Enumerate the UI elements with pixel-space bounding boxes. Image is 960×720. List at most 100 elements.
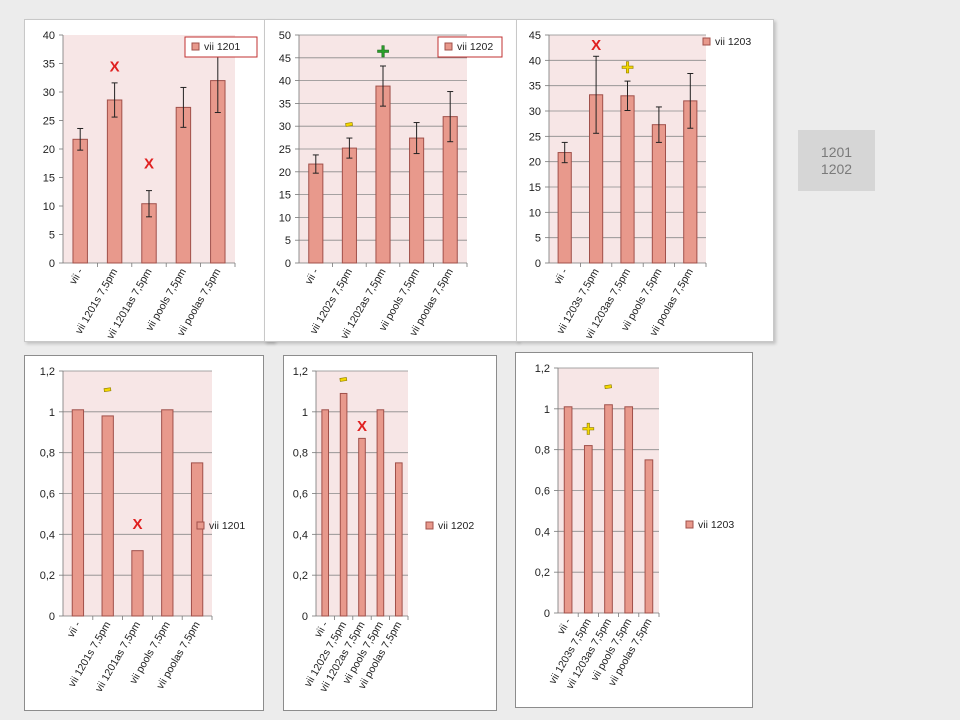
y-tick-label: 45 xyxy=(529,30,541,42)
bar xyxy=(131,550,144,617)
x-tick-label: vii - xyxy=(555,616,574,637)
bar xyxy=(583,445,593,614)
y-tick-label: 15 xyxy=(529,182,541,194)
annotation-mark-2: X xyxy=(144,155,154,172)
bar xyxy=(339,392,348,617)
y-tick-label: 0,2 xyxy=(40,570,55,582)
y-tick-label: 30 xyxy=(279,121,291,133)
bar xyxy=(341,147,357,264)
bar xyxy=(190,462,204,617)
bar xyxy=(604,404,613,614)
chart-panel-4: 0 0,2 0,4 0,6 0,8 1 1,2 vii - vii 1201s 7,5pm vii… xyxy=(24,355,264,711)
bar xyxy=(101,415,114,617)
y-tick-label: 0,4 xyxy=(40,529,55,541)
x-tick-label: vii - xyxy=(65,619,84,640)
bar xyxy=(376,409,385,617)
x-tick-label: vii - xyxy=(303,266,322,287)
chart-panel-2: 0 5 10 15 20 25 30 35 40 45 50 vii - vii 1202s 7,5pm… xyxy=(264,19,518,342)
annotation-mark-1: X xyxy=(110,58,120,75)
bar xyxy=(409,137,425,264)
y-tick-label: 0 xyxy=(535,258,541,270)
legend-label: vii 1203 xyxy=(698,519,734,531)
y-tick-label: 40 xyxy=(279,76,291,88)
bar xyxy=(161,409,174,617)
annotation-mark-1: X xyxy=(591,37,601,54)
y-tick-label: 0,6 xyxy=(40,489,55,501)
legend-swatch xyxy=(444,42,453,51)
legend-label: vii 1201 xyxy=(204,41,240,53)
y-tick-label: 1,2 xyxy=(293,366,308,378)
y-tick-label: 35 xyxy=(43,59,55,71)
y-tick-label: 25 xyxy=(279,144,291,156)
y-tick-label: 0 xyxy=(544,608,550,620)
y-tick-label: 20 xyxy=(43,144,55,156)
y-tick-label: 5 xyxy=(535,233,541,245)
legend-swatch xyxy=(425,521,434,530)
y-tick-label: 0,2 xyxy=(535,567,550,579)
legend-swatch xyxy=(685,520,694,529)
y-tick-label: 1 xyxy=(302,407,308,419)
y-tick-label: 45 xyxy=(279,53,291,65)
legend-swatch xyxy=(191,42,200,51)
y-tick-label: 1 xyxy=(49,407,55,419)
chart-panel-6: 0 0,2 0,4 0,6 0,8 1 1,2 vii - vii 1203s 7,5pm vii… xyxy=(515,352,753,708)
y-tick-label: 0,8 xyxy=(293,448,308,460)
y-tick-label: 1,2 xyxy=(535,363,550,375)
y-tick-label: 0,6 xyxy=(293,489,308,501)
bar xyxy=(106,99,123,264)
bar xyxy=(563,406,573,614)
y-tick-label: 0 xyxy=(302,611,308,623)
side-note: 1201 1202 xyxy=(798,130,875,191)
y-tick-label: 15 xyxy=(279,190,291,202)
y-tick-label: 0 xyxy=(49,611,55,623)
y-tick-label: 0,8 xyxy=(535,445,550,457)
y-tick-label: 0,2 xyxy=(293,570,308,582)
legend-label: vii 1203 xyxy=(715,36,751,48)
annotation-mark-2: + xyxy=(582,416,595,441)
legend-label: vii 1201 xyxy=(209,520,245,532)
y-tick-label: 25 xyxy=(529,131,541,143)
legend-box xyxy=(184,36,258,58)
y-tick-label: 10 xyxy=(43,201,55,213)
y-tick-label: 40 xyxy=(43,30,55,42)
y-tick-label: 1,2 xyxy=(40,366,55,378)
y-tick-label: 0 xyxy=(285,258,291,270)
y-tick-label: 5 xyxy=(285,235,291,247)
bar xyxy=(308,163,324,264)
bar xyxy=(651,124,666,264)
bar xyxy=(557,152,572,264)
y-tick-label: 30 xyxy=(529,106,541,118)
legend-box xyxy=(437,36,503,58)
chart-panel-3: 0 5 10 15 20 25 30 35 40 45 vii - vii 1203s 7,5pm vi… xyxy=(516,19,774,342)
x-tick-label: vii - xyxy=(552,266,571,287)
y-tick-label: 25 xyxy=(43,116,55,128)
legend-swatch xyxy=(196,521,205,530)
y-tick-label: 40 xyxy=(529,55,541,67)
bar xyxy=(375,85,391,264)
y-tick-label: 35 xyxy=(279,98,291,110)
y-tick-label: 1 xyxy=(544,404,550,416)
y-tick-label: 0 xyxy=(49,258,55,270)
bar xyxy=(321,409,330,617)
annotation-mark-1: + xyxy=(377,39,390,64)
bar xyxy=(620,95,635,264)
y-tick-label: 10 xyxy=(279,212,291,224)
annotation-mark-2: + xyxy=(621,55,634,80)
bar xyxy=(358,437,366,617)
bar xyxy=(71,409,85,617)
y-tick-label: 50 xyxy=(279,30,291,42)
bar xyxy=(394,462,403,617)
x-tick-label: vii - xyxy=(67,266,86,287)
bar xyxy=(644,459,654,614)
bar xyxy=(175,106,192,264)
y-tick-label: 30 xyxy=(43,87,55,99)
annotation-mark-2: X xyxy=(357,418,367,435)
side-note-line-2: 1202 xyxy=(820,160,853,177)
y-tick-label: 20 xyxy=(529,157,541,169)
y-tick-label: 0,8 xyxy=(40,448,55,460)
